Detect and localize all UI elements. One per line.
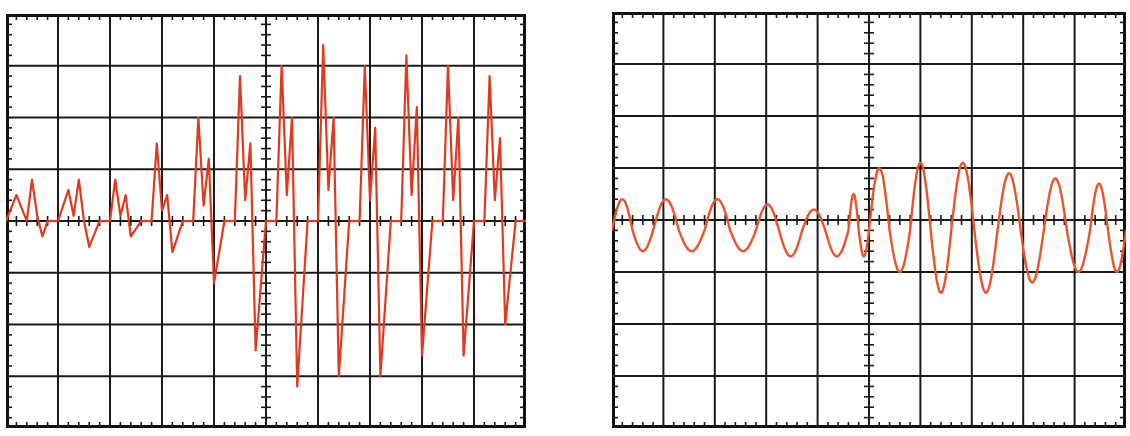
oscilloscope-right: [612, 12, 1126, 428]
oscilloscope-left: [6, 14, 526, 428]
scope-right-svg: [612, 12, 1126, 428]
signal-trace-right: [612, 161, 1126, 294]
signal-trace-left: [6, 43, 526, 388]
minor-ticks: [612, 12, 1126, 428]
scope-left-svg: [6, 14, 526, 428]
